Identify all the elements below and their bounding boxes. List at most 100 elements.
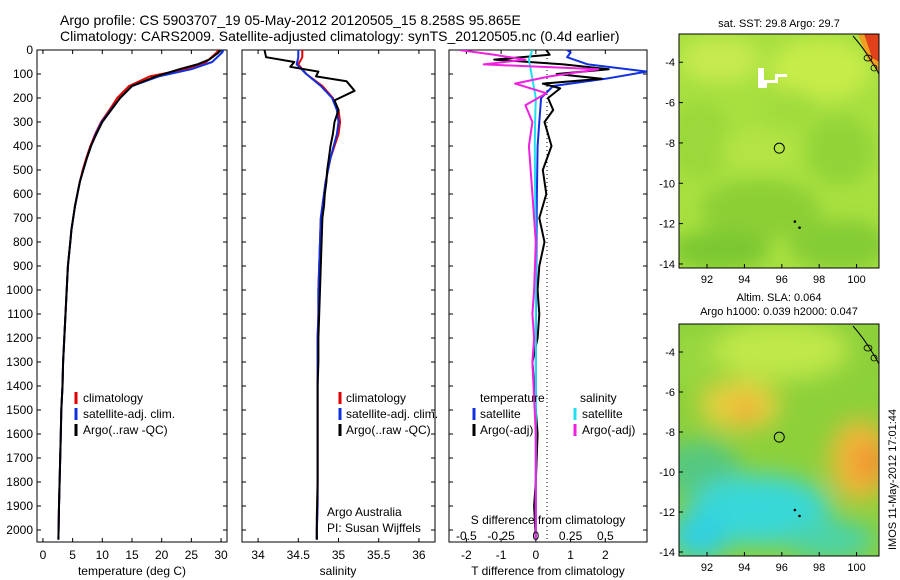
depth-tick-label: 1300 — [6, 355, 33, 369]
legend-label-temp-satellite: satellite — [480, 407, 521, 421]
depth-tick-label: 2000 — [6, 523, 33, 537]
credit-pi: PI: Susan Wijffels — [327, 521, 421, 535]
difference-lines — [459, 50, 647, 540]
lon-tick-label: 92 — [701, 274, 713, 286]
coastline-island — [870, 354, 878, 362]
difference-legend: temperature salinity satellite Argo(-adj… — [472, 391, 635, 437]
argo-position-marker — [773, 431, 785, 443]
depth-tick-label: 0 — [26, 43, 33, 57]
temperature-lines — [57, 50, 225, 540]
series-line-argo-raw-qc — [263, 50, 356, 540]
sst-map-frame — [678, 33, 880, 269]
coastline-island — [863, 54, 873, 62]
lat-tick-label: -14 — [659, 259, 675, 271]
depth-tick-label: 1400 — [6, 379, 33, 393]
sst-map-axes: 92 94 96 98 100 -4 -6 -8 -10 -12 -14 — [659, 57, 866, 286]
argo-track-point — [798, 514, 801, 518]
x-tick-label: 34 — [251, 548, 265, 562]
depth-tick-label: 1100 — [7, 307, 33, 321]
s-diff-tick-label: 0 — [532, 529, 539, 543]
coastline-island — [870, 64, 878, 72]
x-tick-label: 15 — [125, 548, 139, 562]
legend-label-climatology: climatology — [83, 391, 143, 405]
x-tick-label: 35.5 — [367, 548, 391, 562]
depth-tick-label: 900 — [13, 259, 33, 273]
lon-tick-label: 100 — [847, 274, 865, 286]
coastline — [852, 35, 879, 75]
x-tick-label: 34.5 — [287, 548, 311, 562]
depth-tick-label: 200 — [13, 91, 33, 105]
legend-label-satellite: satellite-adj. clim. — [83, 407, 175, 421]
x-tick-label: 0 — [40, 548, 47, 562]
lon-tick-label: 96 — [776, 562, 788, 574]
sst-warm-corner-edge — [858, 34, 879, 72]
series-line-argo-adj — [459, 50, 600, 540]
x-tick-label: 25 — [185, 548, 199, 562]
salinity-depth-ticks — [242, 49, 435, 531]
sst-missing-data-patch — [758, 68, 787, 88]
s-diff-tick-label: 0.25 — [559, 529, 583, 543]
legend-label-argo: Argo(..raw -QC) — [83, 423, 168, 437]
lon-tick-label: 94 — [738, 274, 750, 286]
salinity-panel: 34 34.5 35 35.5 36 climatology satellite-adj… — [241, 49, 438, 578]
sst-warm-corner — [864, 34, 879, 62]
lat-tick-label: -4 — [665, 57, 675, 69]
lat-tick-label: -6 — [665, 387, 675, 399]
legend-label-temp-argo: Argo(-adj) — [480, 423, 533, 437]
sla-map-title: Altim. SLA: 0.064 — [737, 292, 822, 304]
sst-map-title: sat. SST: 29.8 Argo: 29.7 — [718, 18, 840, 30]
depth-tick-label: 1900 — [6, 499, 33, 513]
s-diff-tick-label: -0.25 — [487, 529, 515, 543]
difference-depth-ticks — [449, 49, 647, 531]
s-difference-ticks: -0.5 -0.25 0 0.25 0.5 — [456, 529, 614, 543]
sst-map: sat. SST: 29.8 Argo: 29.7 — [659, 18, 880, 286]
lon-tick-label: 100 — [847, 562, 865, 574]
sla-field — [679, 324, 879, 556]
argo-position-marker — [773, 142, 785, 154]
temperature-xlabel: temperature (deg C) — [78, 564, 186, 578]
temperature-x-axis: 0 5 10 15 20 25 30 — [40, 50, 228, 562]
t-difference-xlabel: T difference from climatology — [471, 564, 625, 578]
depth-axis: 0 100 200 300 400 500 600 700 800 900 1000 1100 1200… — [6, 43, 227, 537]
legend-label-argo: Argo(..raw -QC) — [346, 423, 431, 437]
salinity-lines — [263, 50, 356, 540]
depth-tick-label: 1800 — [6, 475, 33, 489]
x-tick-label: 35 — [332, 548, 346, 562]
legend-label-satellite: satellite-adj. clim. — [346, 407, 438, 421]
depth-tick-label: 1500 — [6, 403, 33, 417]
temperature-panel: 0100200300400500600700800900100011001200… — [6, 43, 228, 578]
x-tick-label: -1 — [496, 548, 507, 562]
x-tick-label: 5 — [69, 548, 76, 562]
salinity-x-axis: 34 34.5 35 35.5 36 — [251, 50, 426, 562]
depth-tick-label: 1700 — [6, 451, 33, 465]
side-stamp: IMOS 11-May-2012 17:01:44 — [887, 409, 899, 550]
sla-map-frame — [678, 323, 880, 557]
sla-map: Altim. SLA: 0.064 Argo h1000: 0.039 h200… — [659, 292, 880, 574]
sla-map-subtitle: Argo h1000: 0.039 h2000: 0.047 — [700, 306, 858, 318]
lat-tick-label: -12 — [659, 507, 675, 519]
lon-tick-label: 92 — [701, 562, 713, 574]
legend-header-salinity: salinity — [580, 391, 617, 405]
depth-tick-label: 500 — [13, 163, 33, 177]
lat-tick-label: -8 — [665, 427, 675, 439]
x-tick-label: 2 — [602, 548, 609, 562]
depth-tick-label: 100 — [13, 67, 33, 81]
lat-tick-label: -8 — [665, 138, 675, 150]
depth-tick-label: 1600 — [6, 427, 33, 441]
argo-track-point — [793, 508, 797, 512]
salinity-xlabel: salinity — [320, 564, 357, 578]
x-tick-label: 36 — [412, 548, 426, 562]
legend-header-temperature: temperature — [480, 391, 545, 405]
sst-field-blobs — [679, 38, 879, 268]
credit-org: Argo Australia — [327, 505, 402, 519]
temperature-axes-frame — [36, 49, 228, 543]
difference-panel: -2 -1 0 1 2 temperature salinity satellite A… — [448, 49, 648, 578]
depth-tick-label: 800 — [13, 235, 33, 249]
lon-tick-label: 98 — [813, 562, 825, 574]
x-tick-label: 1 — [567, 548, 574, 562]
depth-tick-label: 1000 — [6, 283, 33, 297]
x-tick-label: 0 — [532, 548, 539, 562]
figure-title-line1: Argo profile: CS 5903707_19 05-May-2012 … — [60, 12, 521, 28]
